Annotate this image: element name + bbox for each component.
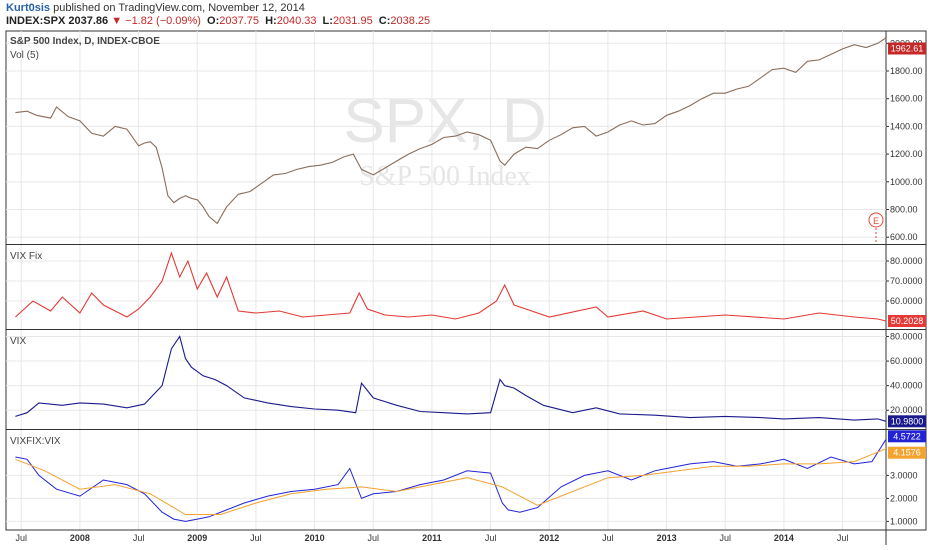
x-tick-label: Jul (15, 533, 27, 543)
vix-last-tag: 10.9800 (891, 416, 924, 426)
symbol-label[interactable]: INDEX:SPX (6, 15, 66, 27)
low-label: L: (322, 15, 333, 27)
price-change: −1.82 (−0.09%) (125, 15, 201, 27)
x-tick-label: Jul (719, 533, 731, 543)
low-value: 2031.95 (332, 15, 373, 27)
x-tick-label: Jul (250, 533, 262, 543)
x-tick-label: 2008 (70, 533, 90, 543)
x-tick-label: Jul (133, 533, 145, 543)
last-price: 2037.86 (68, 15, 109, 27)
watermark-symbol: SPX, D (343, 87, 546, 156)
event-circle-icon (868, 212, 884, 228)
y-tick-label: 800.00 (890, 205, 918, 215)
y-tick-label: 1400.00 (890, 121, 923, 131)
y-tick-label: 1800.00 (890, 66, 923, 76)
price-last-tag-bg (888, 42, 926, 55)
author-link[interactable]: Kurt0sis (6, 2, 51, 14)
high-label: H: (265, 15, 277, 27)
x-axis: Jul 2008 Jul 2009 Jul 2010 Jul 2011 Jul 2012 Jul 20… (6, 529, 926, 543)
price-pane-title: S&P 500 Index, D, INDEX-CBOE (10, 36, 160, 47)
y-tick-label: 2.0000 (890, 493, 918, 503)
ratio-series-line[interactable] (15, 439, 887, 522)
close-value: 2038.25 (390, 15, 431, 27)
last-value-tags: 1962.61 50.2028 10.9800 4.5722 4.1576 (888, 42, 926, 459)
y-tick-label: 80.0000 (890, 331, 923, 341)
price-series-line[interactable] (15, 37, 887, 225)
x-tick-label: 2012 (539, 533, 559, 543)
publish-info: published on TradingView.com, November 1… (53, 2, 305, 14)
vixfix-last-tag: 50.2028 (891, 316, 924, 326)
x-tick-label: Jul (837, 533, 849, 543)
earnings-event-marker[interactable]: E (868, 212, 884, 243)
x-tick-label: 2014 (774, 533, 794, 543)
gridlines (6, 31, 886, 530)
y-tick-label: 1600.00 (890, 94, 923, 104)
x-tick-label: Jul (485, 533, 497, 543)
ratio-ma-line[interactable] (15, 448, 887, 515)
pane-titles: S&P 500 Index, D, INDEX-CBOE Vol (5) VIX… (10, 36, 160, 447)
event-label: E (873, 216, 879, 226)
volume-indicator-label[interactable]: Vol (5) (10, 50, 39, 61)
y-tick-label: 1000.00 (890, 177, 923, 187)
vixfix-last-tag-bg (888, 315, 926, 327)
quote-header: INDEX:SPX 2037.86 ▼ −1.82 (−0.09%) O:203… (6, 15, 430, 27)
x-tick-label: Jul (602, 533, 614, 543)
open-value: 2037.75 (219, 15, 260, 27)
ratio-pane-title[interactable]: VIXFIX:VIX (10, 436, 61, 447)
ratio-last-tag-bg (888, 430, 926, 443)
open-label: O: (207, 15, 220, 27)
watermark-name: S&P 500 Index (359, 161, 531, 192)
x-tick-label: 2009 (187, 533, 207, 543)
y-tick-label: 60.0000 (890, 356, 923, 366)
series-layer (15, 37, 887, 522)
ratio-ma-last-tag: 4.1576 (893, 448, 921, 458)
publish-header: Kurt0sis published on TradingView.com, N… (6, 2, 305, 14)
y-tick-label: 70.0000 (890, 276, 923, 286)
watermark: SPX, D S&P 500 Index (343, 87, 546, 192)
close-label: C: (378, 15, 391, 27)
vixfix-pane-title[interactable]: VIX Fix (10, 251, 42, 262)
vix-pane-title[interactable]: VIX (10, 336, 26, 347)
y-tick-label: 40.0000 (890, 381, 923, 391)
y-tick-label: 1200.00 (890, 149, 923, 159)
y-tick-label: 1.0000 (890, 516, 918, 526)
high-value: 2040.33 (276, 15, 317, 27)
x-tick-label: 2011 (422, 533, 442, 543)
y-tick-label: 80.0000 (890, 256, 923, 266)
y-tick-label: 600.00 (890, 232, 918, 242)
vix-series-line[interactable] (15, 335, 887, 422)
vix-last-tag-bg (888, 415, 926, 428)
ratio-last-tag: 4.5722 (893, 431, 921, 441)
price-last-tag: 1962.61 (891, 43, 924, 53)
x-tick-label: 2013 (657, 533, 677, 543)
vixfix-series-line[interactable] (15, 251, 887, 322)
x-tick-label: 2010 (305, 533, 325, 543)
ratio-ma-last-tag-bg (888, 446, 926, 459)
x-tick-label: Jul (367, 533, 379, 543)
y-tick-label: 20.0000 (890, 405, 923, 415)
y-tick-label: 60.0000 (890, 296, 923, 306)
y-tick-label: 3.0000 (890, 470, 918, 480)
down-arrow-icon: ▼ (111, 15, 123, 27)
